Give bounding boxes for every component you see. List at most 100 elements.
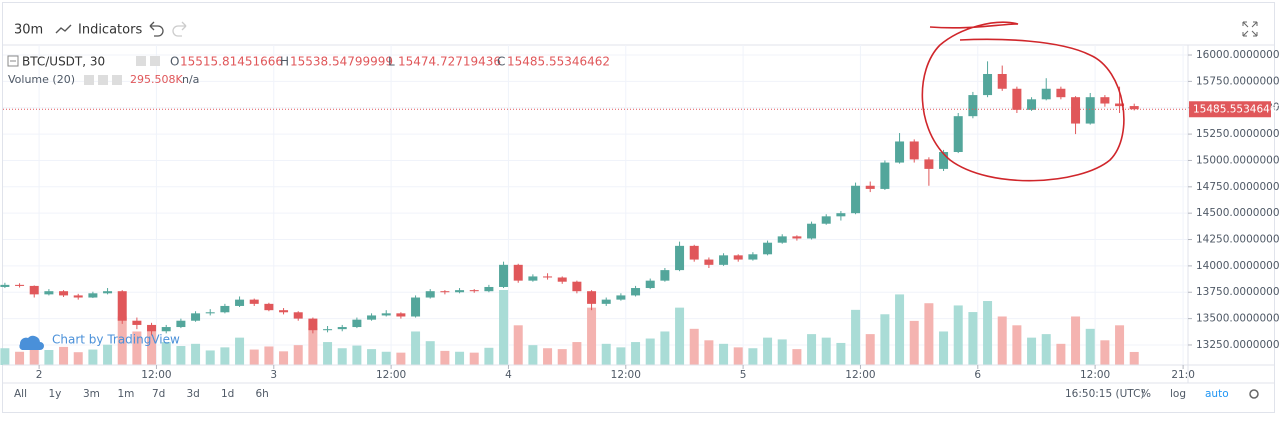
candle-body <box>777 236 787 243</box>
volume-bar <box>1041 334 1051 365</box>
chart-pane <box>0 45 1188 365</box>
x-tick-label: 12:00 <box>376 369 406 381</box>
candle-body <box>616 295 626 300</box>
volume-bar <box>411 331 421 365</box>
indicators-icon[interactable] <box>55 24 72 34</box>
settings[interactable] <box>1249 389 1259 399</box>
volume-value: 295.508K <box>130 73 183 86</box>
x-tick-label: 2 <box>36 369 43 381</box>
symbol: BTC/USDT, 30 <box>22 55 105 69</box>
candle-body <box>279 310 289 313</box>
candle-body <box>895 141 905 163</box>
range-button[interactable]: 1y <box>49 388 62 400</box>
range-button[interactable]: 3d <box>187 388 200 400</box>
y-tick-label: 16000.00000000 <box>1196 49 1280 61</box>
candle-body <box>924 159 934 169</box>
range-button[interactable]: 6h <box>256 388 269 400</box>
x-tick-label: 12:00 <box>1080 369 1110 381</box>
candle-body <box>1012 88 1022 110</box>
watermark[interactable]: Chart by TradingView <box>52 333 180 347</box>
o-label: O <box>170 55 179 69</box>
legend-btn[interactable] <box>98 75 108 85</box>
volume-bar <box>704 340 714 365</box>
volume-bar <box>59 346 69 365</box>
volume-bar <box>381 351 391 365</box>
volume-bar <box>425 341 435 365</box>
range-button[interactable]: All <box>14 388 27 400</box>
collapse[interactable] <box>7 55 19 67</box>
auto-toggle[interactable]: auto <box>1205 388 1229 400</box>
indicators-button[interactable]: Indicators <box>78 23 142 38</box>
candle-body <box>807 223 817 239</box>
candle-body <box>249 299 259 304</box>
candle-body <box>968 95 978 117</box>
volume-bar <box>851 309 861 365</box>
x-tick-label: 6 <box>974 369 981 381</box>
o-value: 15515.81451666 <box>180 55 283 69</box>
volume-bar <box>997 316 1007 365</box>
fullscreen[interactable] <box>1242 21 1258 37</box>
range-button[interactable]: 1m <box>118 388 135 400</box>
candle-body <box>396 313 406 317</box>
volume-bar <box>953 305 963 365</box>
h-label: H <box>280 55 289 69</box>
volume-bar <box>631 342 641 365</box>
volume-bar <box>29 342 39 365</box>
volume-bar <box>587 307 597 365</box>
candle-body <box>997 73 1007 89</box>
volume-bar <box>895 294 905 365</box>
candle-body <box>455 290 465 293</box>
volume-extra: n/a <box>182 73 199 86</box>
c-value: 15485.55346462 <box>507 55 610 69</box>
candle-body <box>880 162 890 189</box>
volume-bar <box>572 342 582 365</box>
volume-bar <box>968 312 978 365</box>
volume-bar <box>484 347 494 365</box>
legend-btn[interactable] <box>112 75 122 85</box>
candle-body <box>733 255 743 260</box>
volume-bar <box>367 349 377 365</box>
candle-body <box>73 295 83 298</box>
volume-bar <box>924 303 934 365</box>
candle-body <box>0 284 10 287</box>
candle-body <box>748 254 758 260</box>
range-button[interactable]: 3m <box>83 388 100 400</box>
volume-name: Volume (20) <box>8 73 75 86</box>
volume-bar <box>103 344 113 365</box>
volume-bar <box>836 342 846 365</box>
volume-bar <box>807 334 817 365</box>
volume-bar <box>191 343 201 365</box>
candle-body <box>352 319 362 328</box>
candle-body <box>1056 88 1066 98</box>
range-button[interactable]: 7d <box>152 388 165 400</box>
volume-bar <box>0 348 10 365</box>
log-toggle[interactable]: log <box>1170 388 1186 400</box>
redo[interactable] <box>172 21 187 37</box>
volume-bar <box>73 352 83 365</box>
candle-body <box>425 291 435 298</box>
volume-bar <box>469 352 479 365</box>
legend-btn[interactable] <box>136 56 146 66</box>
candle-body <box>528 276 538 281</box>
volume-bar <box>1085 328 1095 365</box>
range-button[interactable]: 1d <box>221 388 234 400</box>
volume-bar <box>880 314 890 365</box>
volume-bar <box>1115 325 1125 365</box>
candle-body <box>117 291 127 321</box>
volume-bar <box>528 345 538 365</box>
undo[interactable] <box>149 21 164 37</box>
candle-body <box>337 327 347 330</box>
legend-btn[interactable] <box>150 56 160 66</box>
volume-bar <box>15 351 25 365</box>
interval[interactable]: 30m <box>14 23 43 38</box>
legend-btn[interactable] <box>84 75 94 85</box>
volume-bar <box>939 331 949 365</box>
volume-bar <box>557 349 567 365</box>
volume-bar <box>719 343 729 365</box>
percent-toggle[interactable]: % <box>1141 388 1151 400</box>
volume-bar <box>543 348 553 365</box>
candle-body <box>484 286 494 292</box>
clock: 16:50:15 (UTC) <box>1065 388 1145 400</box>
volume-bar <box>1027 337 1037 365</box>
